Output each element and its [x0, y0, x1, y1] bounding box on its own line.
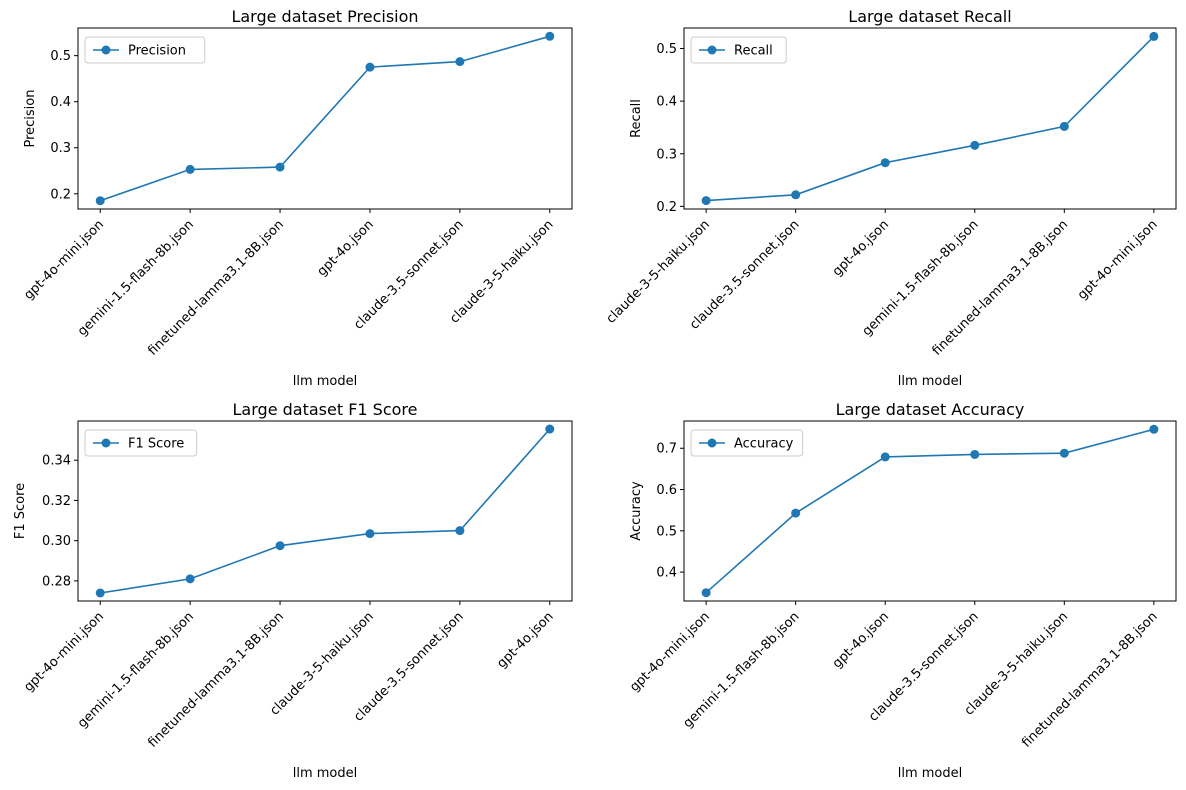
- y-axis-label: Accuracy: [629, 481, 644, 541]
- y-tick-label: 0.6: [656, 483, 677, 498]
- y-tick-label: 0.5: [656, 524, 677, 539]
- data-point: [365, 529, 375, 539]
- y-axis-label: F1 Score: [13, 483, 28, 539]
- legend-label: Accuracy: [734, 437, 794, 452]
- data-point: [455, 526, 465, 536]
- plot-frame: [683, 27, 1177, 210]
- legend-marker: [707, 438, 717, 448]
- x-tick-label: gpt-4o-mini.json: [21, 217, 107, 303]
- legend: Recall: [690, 36, 787, 64]
- y-tick-label: 0.4: [656, 95, 677, 110]
- data-point: [95, 196, 105, 206]
- data-point: [701, 588, 711, 598]
- legend: F1 Score: [84, 429, 198, 457]
- data-point: [185, 574, 195, 584]
- x-tick-label: gpt-4o-mini.json: [627, 609, 713, 695]
- data-point: [275, 541, 285, 551]
- x-tick-label: gpt-4o.json: [315, 217, 377, 279]
- data-point: [185, 164, 195, 174]
- data-point: [365, 62, 375, 72]
- data-point: [970, 449, 980, 459]
- legend-marker: [707, 45, 717, 55]
- chart-title: Large dataset Accuracy: [836, 400, 1025, 419]
- y-tick-label: 0.4: [50, 95, 71, 110]
- data-point: [791, 508, 801, 518]
- y-tick-label: 0.5: [656, 42, 677, 57]
- data-point: [880, 158, 890, 168]
- y-tick-label: 0.3: [50, 141, 71, 156]
- data-point: [970, 140, 980, 150]
- chart-precision: Large dataset Precision 0.2 0.3 0.4 0.5 gpt-4…: [21, 7, 573, 389]
- chart-f1-score: Large dataset F1 Score 0.28 0.30 0.32 0.34 gp…: [13, 400, 573, 781]
- legend-label: Recall: [734, 44, 773, 59]
- x-tick-label: claude-3-5-haiku.json: [447, 217, 556, 326]
- y-tick-label: 0.32: [42, 494, 71, 509]
- legend-marker: [101, 45, 111, 55]
- series-line-recall: [706, 35, 1155, 202]
- x-tick-label: gpt-4o.json: [830, 217, 892, 279]
- data-point: [791, 190, 801, 200]
- y-tick-label: 0.4: [656, 566, 677, 581]
- legend: Precision: [84, 36, 206, 64]
- legend-label: F1 Score: [128, 437, 184, 452]
- y-tick-label: 0.5: [50, 49, 71, 64]
- x-tick-label: claude-3-5-haiku.json: [604, 217, 713, 326]
- data-point: [1059, 121, 1069, 131]
- data-point: [1149, 31, 1159, 41]
- x-tick-label: gpt-4o-mini.json: [1075, 217, 1161, 303]
- data-point: [545, 31, 555, 41]
- x-tick-label: gpt-4o-mini.json: [21, 609, 107, 695]
- data-point: [545, 424, 555, 434]
- x-tick-label: gpt-4o.json: [830, 609, 892, 671]
- legend: Accuracy: [690, 429, 804, 457]
- x-tick-label: gpt-4o.json: [494, 609, 556, 671]
- data-point: [701, 196, 711, 206]
- y-tick-label: 0.34: [42, 454, 71, 469]
- series-line-f1-score: [100, 428, 551, 594]
- chart-accuracy: Large dataset Accuracy 0.4 0.5 0.6 0.7 gpt-4o…: [627, 400, 1177, 781]
- y-tick-label: 0.2: [50, 187, 71, 202]
- chart-title: Large dataset Precision: [231, 7, 418, 26]
- data-point: [1059, 448, 1069, 458]
- legend-marker: [101, 438, 111, 448]
- x-axis-label: llm model: [898, 766, 963, 781]
- data-point: [275, 162, 285, 172]
- y-axis-label: Recall: [629, 99, 644, 138]
- x-axis-label: llm model: [293, 766, 358, 781]
- data-point: [95, 588, 105, 598]
- legend-box: [84, 429, 198, 457]
- data-point: [880, 452, 890, 462]
- plot-frame: [77, 420, 573, 602]
- legend-box: [84, 36, 206, 64]
- y-tick-label: 0.7: [656, 442, 677, 457]
- legend-box: [690, 36, 787, 64]
- chart-title: Large dataset F1 Score: [233, 400, 418, 419]
- y-axis-label: Precision: [23, 89, 38, 147]
- legend-box: [690, 429, 804, 457]
- x-axis-label: llm model: [293, 374, 358, 389]
- series-line-precision: [99, 35, 551, 202]
- y-tick-label: 0.2: [656, 200, 677, 215]
- x-tick-label: claude-3-5-haiku.json: [267, 609, 376, 718]
- x-tick-label: claude-3-5-haiku.json: [962, 609, 1071, 718]
- y-tick-label: 0.3: [656, 147, 677, 162]
- x-axis-label: llm model: [898, 374, 963, 389]
- data-point: [1149, 424, 1159, 434]
- chart-recall: Large dataset Recall 0.2 0.3 0.4 0.5 claude-3…: [604, 7, 1177, 389]
- plot-frame: [683, 420, 1177, 602]
- chart-title: Large dataset Recall: [848, 7, 1011, 26]
- series-line-accuracy: [705, 428, 1155, 594]
- legend-label: Precision: [128, 44, 186, 59]
- data-point: [455, 57, 465, 67]
- plot-frame: [77, 27, 573, 210]
- y-tick-label: 0.30: [42, 534, 71, 549]
- y-tick-label: 0.28: [42, 574, 71, 589]
